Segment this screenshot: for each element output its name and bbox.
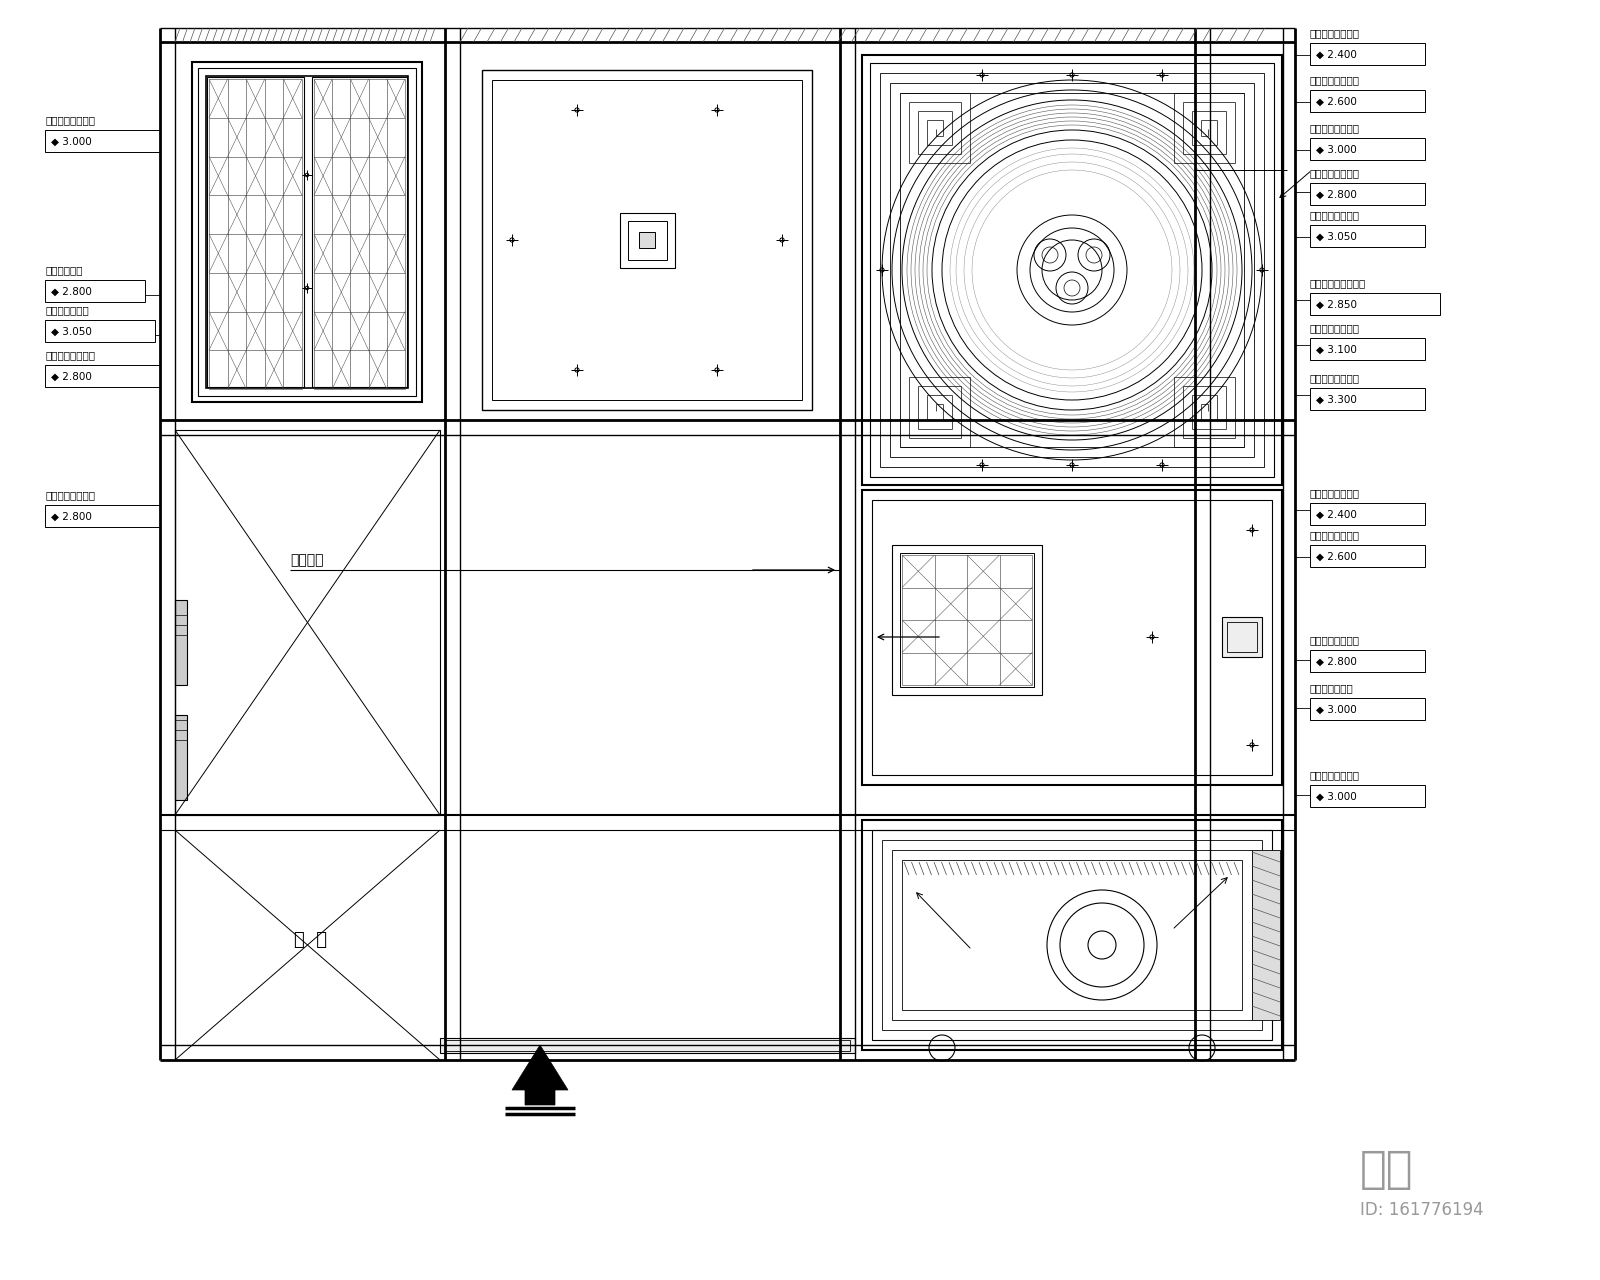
Text: 石膏板防水乳胶漆: 石膏板防水乳胶漆 <box>1310 76 1360 84</box>
Bar <box>1310 785 1426 806</box>
Bar <box>882 840 1262 1030</box>
Text: ◆ 3.000: ◆ 3.000 <box>1315 792 1357 803</box>
Bar <box>45 506 160 527</box>
Bar <box>902 860 1242 1010</box>
Bar <box>206 77 304 387</box>
Text: ◆ 2.800: ◆ 2.800 <box>51 512 91 522</box>
Text: ◆ 3.050: ◆ 3.050 <box>51 326 91 337</box>
Bar <box>1310 183 1426 205</box>
Text: ◆ 2.400: ◆ 2.400 <box>1315 509 1357 520</box>
Text: ◆ 3.000: ◆ 3.000 <box>51 137 91 147</box>
Text: 石膏板白色乳胶漆: 石膏板白色乳胶漆 <box>1310 635 1360 645</box>
Text: 石膏板白色乳胶漆: 石膏板白色乳胶漆 <box>1310 372 1360 383</box>
Bar <box>1310 138 1426 160</box>
Bar <box>1227 622 1258 652</box>
Bar <box>627 221 667 260</box>
Text: 实木花格衬透光灯片: 实木花格衬透光灯片 <box>1310 278 1366 288</box>
Bar <box>45 320 155 342</box>
Text: 石膏板白色乳胶漆: 石膏板白色乳胶漆 <box>1310 323 1360 333</box>
Bar <box>45 131 160 152</box>
Text: 中钉板花格金箔: 中钉板花格金箔 <box>1310 684 1354 692</box>
Text: ◆ 3.050: ◆ 3.050 <box>1315 232 1357 242</box>
Bar <box>440 1038 854 1053</box>
Bar <box>870 63 1274 477</box>
Text: ◆ 3.000: ◆ 3.000 <box>1315 145 1357 155</box>
Bar <box>899 93 1245 447</box>
Text: ◆ 2.800: ◆ 2.800 <box>51 287 91 297</box>
Text: 石膏板防水乳胶漆: 石膏板防水乳胶漆 <box>1310 28 1360 38</box>
Bar <box>1310 650 1426 672</box>
Bar <box>192 61 422 402</box>
Text: ◆ 2.850: ◆ 2.850 <box>1315 300 1357 310</box>
Bar <box>1310 293 1440 315</box>
Bar <box>482 70 813 410</box>
Text: 石膏板白色乳胶漆: 石膏板白色乳胶漆 <box>45 115 94 125</box>
Text: 楼梯位置: 楼梯位置 <box>290 553 323 567</box>
Bar <box>862 490 1282 785</box>
Bar <box>1310 90 1426 111</box>
Bar <box>621 212 675 268</box>
Bar <box>893 545 1042 695</box>
Text: ◆ 2.400: ◆ 2.400 <box>1315 50 1357 60</box>
Bar <box>45 365 160 387</box>
Bar <box>1310 698 1426 719</box>
Bar <box>1251 850 1280 1020</box>
Text: ◆ 2.600: ◆ 2.600 <box>1315 97 1357 108</box>
Bar <box>893 850 1251 1020</box>
Text: ID: 161776194: ID: 161776194 <box>1360 1201 1483 1219</box>
Text: ◆ 2.600: ◆ 2.600 <box>1315 552 1357 562</box>
Bar <box>493 79 802 399</box>
Text: ◆ 3.000: ◆ 3.000 <box>1315 705 1357 716</box>
Text: 石膏板白色乳胶漆: 石膏板白色乳胶漆 <box>45 349 94 360</box>
Bar <box>890 83 1254 457</box>
Bar <box>1310 503 1426 525</box>
Bar <box>1310 44 1426 65</box>
Bar <box>872 500 1272 774</box>
Bar <box>174 716 187 800</box>
Text: ◆ 2.800: ◆ 2.800 <box>51 372 91 381</box>
Text: 石膏板白色乳胶漆: 石膏板白色乳胶漆 <box>1310 210 1360 220</box>
Text: 中  空: 中 空 <box>293 931 326 948</box>
Text: ◆ 3.300: ◆ 3.300 <box>1315 396 1357 404</box>
Text: ◆ 2.800: ◆ 2.800 <box>1315 189 1357 200</box>
Bar <box>862 55 1282 485</box>
Bar <box>312 77 406 387</box>
Bar <box>174 600 187 685</box>
Text: ◆ 2.800: ◆ 2.800 <box>1315 657 1357 667</box>
Text: ◆ 3.100: ◆ 3.100 <box>1315 346 1357 355</box>
Bar <box>445 1039 850 1051</box>
Bar <box>862 820 1282 1050</box>
Text: 石膏板金箔饰面: 石膏板金箔饰面 <box>45 305 88 315</box>
Bar <box>1310 388 1426 410</box>
Bar <box>206 76 408 388</box>
Text: 石膏板白色乳胶漆: 石膏板白色乳胶漆 <box>1310 168 1360 178</box>
Bar <box>1310 338 1426 360</box>
Bar <box>1310 545 1426 567</box>
Bar <box>638 232 654 248</box>
Bar <box>198 68 416 396</box>
Bar <box>1310 225 1426 247</box>
Text: 实木花格素色: 实木花格素色 <box>45 265 83 275</box>
Bar <box>1222 617 1262 657</box>
Bar <box>45 280 146 302</box>
Bar <box>872 829 1272 1039</box>
Text: 石膏板白色乳胶漆: 石膏板白色乳胶漆 <box>1310 771 1360 780</box>
Bar <box>899 553 1034 687</box>
Bar <box>880 73 1264 467</box>
Text: 石膏板防水乳胶漆: 石膏板防水乳胶漆 <box>1310 123 1360 133</box>
Bar <box>174 430 440 815</box>
Text: 石膏板防水乳胶漆: 石膏板防水乳胶漆 <box>1310 530 1360 540</box>
Polygon shape <box>512 1044 568 1105</box>
Text: 石膏板防水乳胶漆: 石膏板防水乳胶漆 <box>1310 488 1360 498</box>
Text: 知末: 知末 <box>1360 1148 1413 1192</box>
Text: 石膏板白色乳胶漆: 石膏板白色乳胶漆 <box>45 490 94 500</box>
